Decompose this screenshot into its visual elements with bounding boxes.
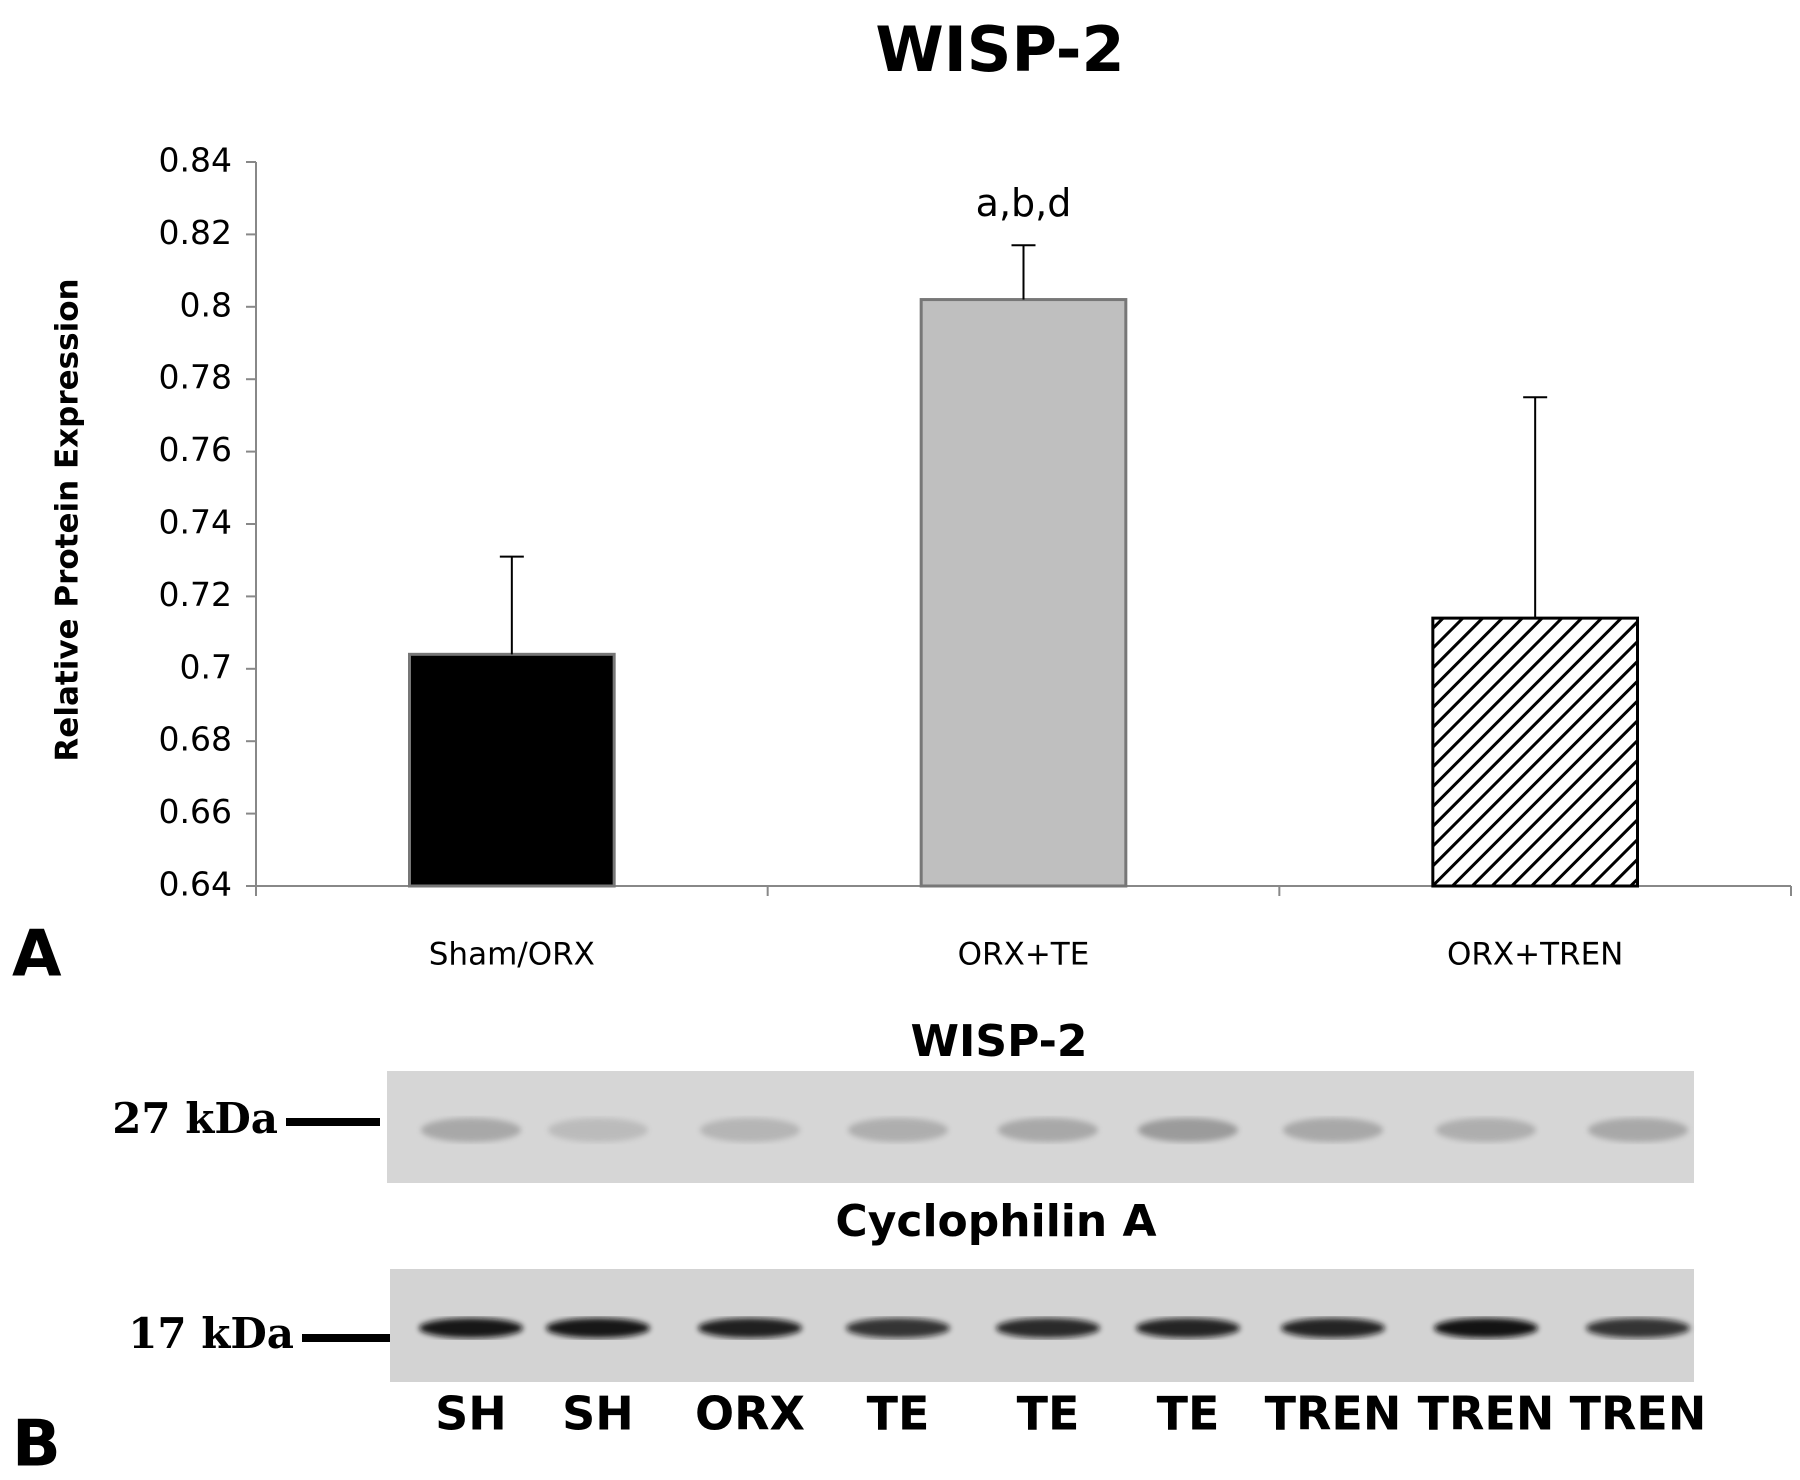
blot-band bbox=[1434, 1318, 1538, 1338]
y-axis-label: Relative Protein Expression bbox=[50, 278, 86, 761]
blot-band bbox=[419, 1318, 523, 1338]
panel-label: B bbox=[12, 1408, 61, 1480]
chart-title: WISP-2 bbox=[875, 13, 1124, 86]
lane-label: TREN bbox=[1265, 1387, 1402, 1441]
blot-band bbox=[700, 1118, 800, 1142]
y-tick-label: 0.76 bbox=[159, 430, 232, 469]
y-tick-label: 0.8 bbox=[180, 285, 232, 324]
lane-label: TE bbox=[1017, 1387, 1080, 1441]
lane-label: ORX bbox=[695, 1387, 805, 1441]
blot-band bbox=[1138, 1118, 1238, 1142]
blot-band bbox=[698, 1318, 802, 1338]
blot-band bbox=[1588, 1118, 1688, 1142]
y-tick-label: 0.78 bbox=[159, 358, 232, 397]
y-tick-label: 0.72 bbox=[159, 575, 232, 614]
y-tick-label: 0.64 bbox=[159, 865, 232, 904]
blot-band bbox=[1436, 1118, 1536, 1142]
blot-band bbox=[998, 1118, 1098, 1142]
blot-band bbox=[996, 1318, 1100, 1338]
panel-label: A bbox=[12, 918, 62, 992]
blot-title: Cyclophilin A bbox=[835, 1196, 1156, 1247]
annotation: a,b,d bbox=[976, 181, 1072, 225]
y-tick-label: 0.68 bbox=[159, 720, 232, 759]
marker-label: 27 kDa bbox=[112, 1094, 278, 1143]
lane-label: SH bbox=[435, 1387, 507, 1441]
blot-band bbox=[1281, 1318, 1385, 1338]
blot-band bbox=[1283, 1118, 1383, 1142]
bar bbox=[408, 652, 616, 888]
blot-bands bbox=[419, 1118, 1690, 1338]
blot-band bbox=[1586, 1318, 1690, 1338]
y-tick-label: 0.82 bbox=[159, 213, 232, 252]
blot-band bbox=[421, 1118, 521, 1142]
y-tick-label: 0.66 bbox=[159, 792, 232, 831]
lane-label: TE bbox=[1157, 1387, 1220, 1441]
x-tick-label: ORX+TE bbox=[958, 937, 1090, 973]
y-tick-label: 0.7 bbox=[180, 647, 232, 686]
lane-label: SH bbox=[562, 1387, 634, 1441]
y-tick-label: 0.74 bbox=[159, 503, 232, 542]
y-tick-label: 0.84 bbox=[159, 141, 232, 180]
lane-label: TREN bbox=[1418, 1387, 1555, 1441]
bar bbox=[919, 298, 1128, 888]
blot-title: WISP-2 bbox=[911, 1016, 1088, 1067]
blot-band bbox=[848, 1118, 948, 1142]
x-tick-label: ORX+TREN bbox=[1447, 937, 1623, 973]
x-tick-label: Sham/ORX bbox=[429, 937, 595, 973]
lane-label: TE bbox=[867, 1387, 930, 1441]
blot-band bbox=[546, 1318, 650, 1338]
bar bbox=[1431, 616, 1640, 888]
marker-label: 17 kDa bbox=[128, 1309, 294, 1358]
blot-band bbox=[1136, 1318, 1240, 1338]
lane-label: TREN bbox=[1570, 1387, 1707, 1441]
blot-band bbox=[548, 1118, 648, 1142]
blot-band bbox=[846, 1318, 950, 1338]
